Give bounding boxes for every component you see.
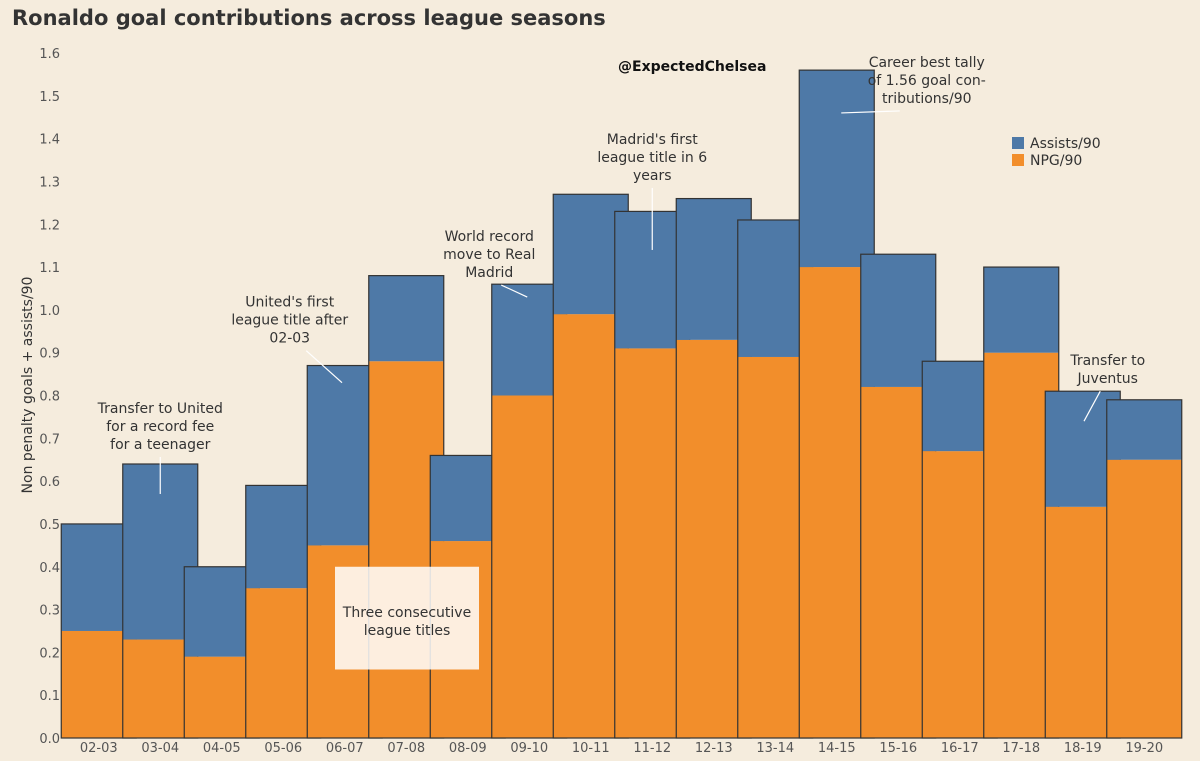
annotation-line: Madrid [465,265,513,281]
annotation-line: 02-03 [269,331,310,347]
legend-label: NPG/90 [1030,153,1082,169]
annotation-line: Transfer to United [97,401,223,417]
annotation-line: Juventus [1077,371,1138,387]
annotation-line: for a teenager [110,437,210,453]
bar-assists-90-19-20 [1106,399,1182,460]
y-tick-label: 0.5 [39,518,60,533]
x-tick-label: 09-10 [510,741,548,756]
annotation-connector [305,350,343,384]
annotation-line: league title after [231,313,348,329]
x-tick-label: 08-09 [449,741,487,756]
y-tick-label: 1.3 [39,175,60,190]
annotation-connector [841,110,900,114]
x-tick-label: 11-12 [633,741,671,756]
y-tick-label: 0.1 [39,689,60,704]
bar-assists-90-14-15 [799,70,875,268]
y-tick-label: 1.5 [39,90,60,105]
bar-outline-19-20 [1106,399,1183,739]
y-tick-label: 1.0 [39,304,60,319]
x-tick-label: 10-11 [572,741,610,756]
bars [60,69,1183,739]
legend-swatch [1012,154,1024,166]
watermark: @ExpectedChelsea [618,59,766,75]
chart-title: Ronaldo goal contributions across league… [12,6,606,30]
annotations: Transfer to United for a record fee for a … [97,55,1145,670]
bar-assists-90-07-08 [368,275,444,362]
x-tick-label: 13-14 [756,741,794,756]
annotation-line: Career best tally [869,55,985,71]
y-tick-label: 0.9 [39,347,60,362]
annotation-line: Transfer to [1069,353,1145,369]
y-tick-label: 0.2 [39,646,60,661]
annotation-line: league title in 6 [597,150,707,166]
bar-npg-90-19-20 [1106,459,1182,738]
annotation-line: of 1.56 goal con- [868,73,986,89]
y-tick-label: 0.3 [39,604,60,619]
bar-assists-90-17-18 [983,267,1059,353]
y-axis-ticks: 0.0 0.1 0.2 0.3 0.4 0.5 0.6 0.7 0.8 0.9 1.0 1.1 1.2 1… [39,47,60,747]
x-tick-label: 03-04 [141,741,179,756]
x-tick-label: 12-13 [695,741,733,756]
annotation-line: league titles [364,623,451,639]
annotation: Transfer to Juventus [1069,353,1145,422]
y-tick-label: 1.6 [39,47,60,62]
annotation-line: for a record fee [106,419,214,435]
x-tick-label: 17-18 [1002,741,1040,756]
annotation-line: Madrid's first [607,132,699,148]
x-tick-label: 15-16 [879,741,917,756]
legend-swatch [1012,137,1024,149]
x-axis-ticks: 02-03 03-04 04-05 05-06 06-07 07-08 08-09 09-10… [80,741,1163,756]
annotation: United's first league title after 02-03 [231,295,348,384]
annotation: Three consecutive league titles [335,566,479,670]
y-tick-label: 0.6 [39,475,60,490]
y-tick-label: 1.2 [39,218,60,233]
annotation-line: United's first [245,295,334,311]
x-tick-label: 14-15 [818,741,856,756]
y-tick-label: 1.4 [39,133,60,148]
y-tick-label: 0.7 [39,432,60,447]
x-tick-label: 19-20 [1125,741,1163,756]
x-tick-label: 16-17 [941,741,979,756]
annotation-line: years [633,168,672,184]
legend-label: Assists/90 [1030,136,1101,152]
y-tick-label: 0.0 [39,732,60,747]
y-tick-label: 0.8 [39,390,60,405]
x-tick-label: 07-08 [387,741,425,756]
y-tick-label: 1.1 [39,261,60,276]
annotation: World record move to Real Madrid [443,229,535,298]
annotation-line: move to Real [443,247,535,263]
x-tick-label: 04-05 [203,741,241,756]
annotation-line: Three consecutive [342,605,471,621]
annotation: Career best tally of 1.56 goal con-tribut… [841,55,986,114]
x-tick-label: 18-19 [1064,741,1102,756]
x-tick-label: 05-06 [264,741,302,756]
annotation-line: tributions/90 [882,91,972,107]
annotation-box [335,566,479,670]
x-tick-label: 02-03 [80,741,118,756]
annotation-connector [500,284,528,298]
y-tick-label: 0.4 [39,561,60,576]
annotation-connector [1083,390,1101,422]
y-axis-label-group: Non penalty goals + assists/90 [20,277,36,494]
annotation-line: World record [445,229,534,245]
y-axis-label: Non penalty goals + assists/90 [20,277,36,494]
annotation: Madrid's first league title in 6 years [597,132,707,250]
annotation: Transfer to United for a record fee for a … [97,401,223,494]
x-tick-label: 06-07 [326,741,364,756]
